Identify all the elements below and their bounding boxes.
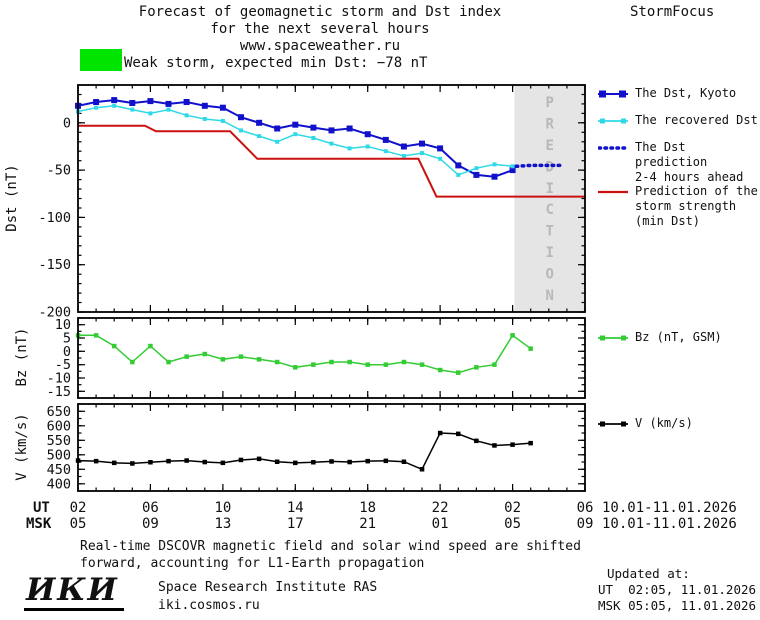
ut-tick-label: 06 xyxy=(576,500,594,516)
footer-note-line1: Real-time DSCOVR magnetic field and sola… xyxy=(80,539,581,554)
msk-tick-label: 17 xyxy=(286,516,304,532)
svg-text:400: 400 xyxy=(47,476,71,492)
svg-text:550: 550 xyxy=(47,433,71,449)
legend-storm-strength-label: Prediction of the storm strength (min Ds… xyxy=(635,184,758,228)
svg-text:10: 10 xyxy=(55,317,71,333)
msk-tick-label: 05 xyxy=(69,516,87,532)
iki-logo: ИКИ xyxy=(24,574,124,611)
msk-tick-label: 13 xyxy=(214,516,232,532)
updated-msk: MSK 05:05, 11.01.2026 xyxy=(598,598,757,613)
legend-storm-strength: Prediction of the storm strength (min Ds… xyxy=(598,184,758,229)
svg-text:E: E xyxy=(545,138,553,154)
msk-tick-label: 05 xyxy=(504,516,522,532)
v-marker-icon xyxy=(598,421,628,427)
legend-v: V (km/s) xyxy=(598,416,693,431)
updated-at-label: Updated at: xyxy=(607,566,690,581)
ut-tick-label: 22 xyxy=(431,500,449,516)
footer-note-line2: forward, accounting for L1-Earth propaga… xyxy=(80,556,425,571)
svg-text:P: P xyxy=(545,95,553,111)
institute-site: iki.cosmos.ru xyxy=(158,598,260,613)
legend-dst-prediction-label: The Dst prediction 2-4 hours ahead xyxy=(635,140,744,184)
msk-tick-label: 09 xyxy=(576,516,594,532)
institute-name: Space Research Institute RAS xyxy=(158,580,378,595)
svg-text:-200: -200 xyxy=(38,305,71,321)
svg-text:N: N xyxy=(545,288,553,304)
ut-tick-row: 02 06 10 14 18 22 02 06 xyxy=(0,500,760,516)
ut-tick-label: 10 xyxy=(214,500,232,516)
ut-tick-label: 02 xyxy=(504,500,522,516)
updated-ut: UT 02:05, 11.01.2026 xyxy=(598,582,757,597)
dst-prediction-marker-icon xyxy=(598,146,628,150)
msk-tick-label: 09 xyxy=(141,516,159,532)
svg-text:650: 650 xyxy=(47,404,71,420)
svg-text:5: 5 xyxy=(63,331,71,347)
svg-text:-10: -10 xyxy=(47,371,71,387)
ut-tick-label: 14 xyxy=(286,500,304,516)
svg-text:-100: -100 xyxy=(38,210,71,226)
msk-tick-row: 05 09 13 17 21 01 05 09 xyxy=(0,516,760,532)
svg-text:0: 0 xyxy=(63,115,71,131)
site-url: www.spaceweather.ru xyxy=(239,38,401,54)
storm-banner-text: Weak storm, expected min Dst: −78 nT xyxy=(124,55,428,71)
svg-text:C: C xyxy=(545,202,553,218)
legend-recovered-dst: The recovered Dst xyxy=(598,113,758,128)
legend-dst-kyoto-label: The Dst, Kyoto xyxy=(635,86,737,100)
legend-dst-kyoto: The Dst, Kyoto xyxy=(598,86,736,101)
svg-text:600: 600 xyxy=(47,418,71,434)
msk-tick-label: 21 xyxy=(359,516,377,532)
svg-text:-150: -150 xyxy=(38,257,71,273)
msk-tick-label: 01 xyxy=(431,516,449,532)
svg-text:T: T xyxy=(545,224,553,240)
storm-level-swatch xyxy=(80,49,122,71)
ut-date-range: 10.01-11.01.2026 xyxy=(602,500,737,516)
page-title-line2: for the next several hours xyxy=(210,21,430,37)
storm-strength-marker-icon xyxy=(598,190,628,194)
svg-text:D: D xyxy=(545,159,553,175)
ut-tick-label: 02 xyxy=(69,500,87,516)
bz-marker-icon xyxy=(598,335,628,341)
svg-text:-50: -50 xyxy=(47,163,71,179)
legend-v-label: V (km/s) xyxy=(635,416,693,430)
svg-text:R: R xyxy=(545,116,554,132)
page-title-line1: Forecast of geomagnetic storm and Dst in… xyxy=(138,4,502,20)
ut-row-header: UT xyxy=(33,500,50,516)
brand-label: StormFocus xyxy=(630,4,715,20)
svg-text:0: 0 xyxy=(63,344,71,360)
svg-text:450: 450 xyxy=(47,462,71,478)
svg-text:I: I xyxy=(545,245,553,261)
msk-date-range: 10.01-11.01.2026 xyxy=(602,516,737,532)
legend-recovered-dst-label: The recovered Dst xyxy=(635,113,758,127)
recovered-dst-marker-icon xyxy=(598,118,628,124)
svg-text:-15: -15 xyxy=(47,384,71,400)
dst-kyoto-marker-icon xyxy=(598,90,628,98)
svg-text:-5: -5 xyxy=(55,357,71,373)
legend-bz: Bz (nT, GSM) xyxy=(598,330,722,345)
svg-text:I: I xyxy=(545,181,553,197)
ut-tick-label: 06 xyxy=(141,500,159,516)
svg-text:O: O xyxy=(545,267,553,283)
legend-bz-label: Bz (nT, GSM) xyxy=(635,330,722,344)
msk-row-header: MSK xyxy=(26,516,52,532)
legend-dst-prediction: The Dst prediction 2-4 hours ahead xyxy=(598,140,760,185)
ut-tick-label: 18 xyxy=(359,500,377,516)
svg-text:500: 500 xyxy=(47,447,71,463)
